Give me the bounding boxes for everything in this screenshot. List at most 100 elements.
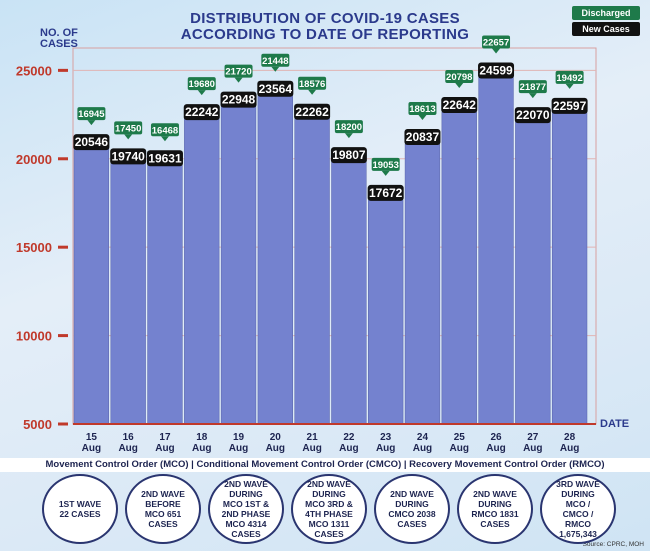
bar bbox=[331, 161, 367, 425]
bar bbox=[478, 77, 514, 425]
discharged-tag bbox=[298, 76, 327, 90]
value-tag bbox=[110, 148, 147, 165]
discharged-tag bbox=[518, 80, 547, 94]
tag-pointer bbox=[87, 120, 96, 126]
note: Movement Control Order (MCO) | Condition… bbox=[0, 458, 650, 472]
wave-badge: 2ND WAVE BEFORE MCO 651 CASES bbox=[125, 474, 201, 544]
tag-pointer bbox=[124, 134, 133, 140]
value-label: 22642 bbox=[443, 98, 477, 112]
bar bbox=[220, 106, 257, 425]
discharged-label: 16468 bbox=[152, 125, 178, 136]
bar bbox=[404, 143, 441, 425]
discharged-tag bbox=[187, 77, 216, 91]
value-label: 20546 bbox=[75, 135, 109, 149]
discharged-label: 18576 bbox=[299, 79, 325, 90]
discharged-label: 19680 bbox=[189, 79, 215, 90]
value-label: 22948 bbox=[222, 93, 256, 107]
bar bbox=[551, 112, 588, 425]
value-label: 22262 bbox=[295, 105, 329, 119]
x-tick-label: 24 Aug bbox=[412, 432, 433, 454]
wave-badge: 2ND WAVE DURING RMCO 1831 CASES bbox=[457, 474, 533, 544]
x-tick-label: 20 Aug bbox=[265, 432, 286, 454]
discharged-tag bbox=[77, 107, 106, 121]
value-label: 22242 bbox=[185, 105, 219, 119]
x-tick-label: 26 Aug bbox=[486, 432, 506, 454]
value-tag bbox=[330, 147, 367, 164]
bar bbox=[368, 199, 404, 425]
x-tick-label: 23 Aug bbox=[375, 432, 396, 454]
value-label: 24599 bbox=[479, 63, 513, 77]
discharged-label: 17450 bbox=[115, 123, 141, 134]
discharged-tag bbox=[224, 64, 253, 78]
discharged-label: 18613 bbox=[409, 104, 435, 115]
tag-pointer bbox=[381, 170, 390, 176]
x-tick-label: 17 Aug bbox=[155, 432, 175, 454]
wave-badge: 3RD WAVE DURING MCO / CMCO / RMCO 1,675,… bbox=[540, 474, 616, 544]
value-label: 19631 bbox=[148, 151, 182, 165]
discharged-label: 19053 bbox=[372, 160, 398, 171]
value-tag bbox=[73, 134, 110, 151]
y-tick-label: 25000 bbox=[16, 63, 52, 78]
value-tag bbox=[220, 91, 257, 108]
x-tick-label: 15 Aug bbox=[81, 432, 102, 454]
y-axis-label: NO. OF CASES bbox=[40, 27, 78, 50]
discharged-tag bbox=[261, 53, 290, 67]
value-label: 23564 bbox=[259, 82, 293, 96]
tag-pointer bbox=[308, 89, 317, 95]
tag-pointer bbox=[160, 136, 169, 142]
bar bbox=[110, 163, 146, 425]
bar bbox=[73, 148, 110, 425]
discharged-tag bbox=[114, 121, 143, 135]
wave-badge: 2ND WAVE DURING MCO 1ST & 2ND PHASE MCO … bbox=[208, 474, 284, 544]
discharged-label: 18200 bbox=[336, 122, 362, 133]
x-tick-label: 16 Aug bbox=[118, 432, 138, 454]
value-label: 20837 bbox=[406, 130, 440, 144]
x-tick-label: 27 Aug bbox=[523, 432, 543, 454]
value-label: 19807 bbox=[332, 148, 366, 162]
bar bbox=[515, 121, 551, 425]
value-tag bbox=[257, 80, 294, 97]
chart-title: ACCORDING TO DATE OF REPORTING bbox=[180, 26, 470, 43]
legend-entry: Discharged bbox=[572, 6, 640, 20]
value-tag bbox=[478, 62, 515, 79]
bar bbox=[441, 111, 477, 425]
tag-pointer bbox=[528, 93, 537, 99]
bar bbox=[294, 118, 330, 425]
discharged-label: 20798 bbox=[446, 72, 472, 83]
y-tick-label: 5000 bbox=[23, 417, 52, 432]
value-tag bbox=[514, 107, 551, 124]
discharged-tag bbox=[150, 123, 179, 137]
value-label: 17672 bbox=[369, 186, 403, 200]
x-tick-label: 18 Aug bbox=[192, 432, 212, 454]
discharged-tag bbox=[482, 35, 511, 49]
wave-badge: 2ND WAVE DURING MCO 3RD & 4TH PHASE MCO … bbox=[291, 474, 367, 544]
value-label: 22597 bbox=[553, 99, 587, 113]
source: Source: CPRC, MOH bbox=[582, 541, 644, 548]
tag-pointer bbox=[565, 83, 574, 89]
legend-entry: New Cases bbox=[572, 22, 640, 36]
discharged-tag bbox=[371, 157, 400, 171]
x-axis-label: DATE bbox=[600, 418, 630, 430]
x-tick-label: 21 Aug bbox=[302, 432, 322, 454]
value-tag bbox=[146, 150, 183, 167]
y-tick-label: 15000 bbox=[16, 240, 52, 255]
x-tick-label: 25 Aug bbox=[449, 432, 469, 454]
y-tick-label: 20000 bbox=[16, 152, 52, 167]
tag-pointer bbox=[234, 77, 243, 83]
bar bbox=[257, 95, 293, 425]
value-tag bbox=[441, 97, 478, 114]
value-label: 19740 bbox=[111, 149, 145, 163]
tag-pointer bbox=[271, 66, 280, 72]
wave-badge: 2ND WAVE DURING CMCO 2038 CASES bbox=[374, 474, 450, 544]
discharged-label: 19492 bbox=[556, 73, 582, 84]
discharged-label: 21720 bbox=[225, 67, 251, 78]
discharged-label: 21877 bbox=[520, 82, 546, 93]
discharged-tag bbox=[555, 70, 584, 84]
value-tag bbox=[367, 184, 404, 201]
y-tick-label: 10000 bbox=[16, 329, 52, 344]
value-tag bbox=[551, 97, 588, 114]
tag-pointer bbox=[492, 48, 501, 54]
discharged-tag bbox=[334, 120, 363, 134]
